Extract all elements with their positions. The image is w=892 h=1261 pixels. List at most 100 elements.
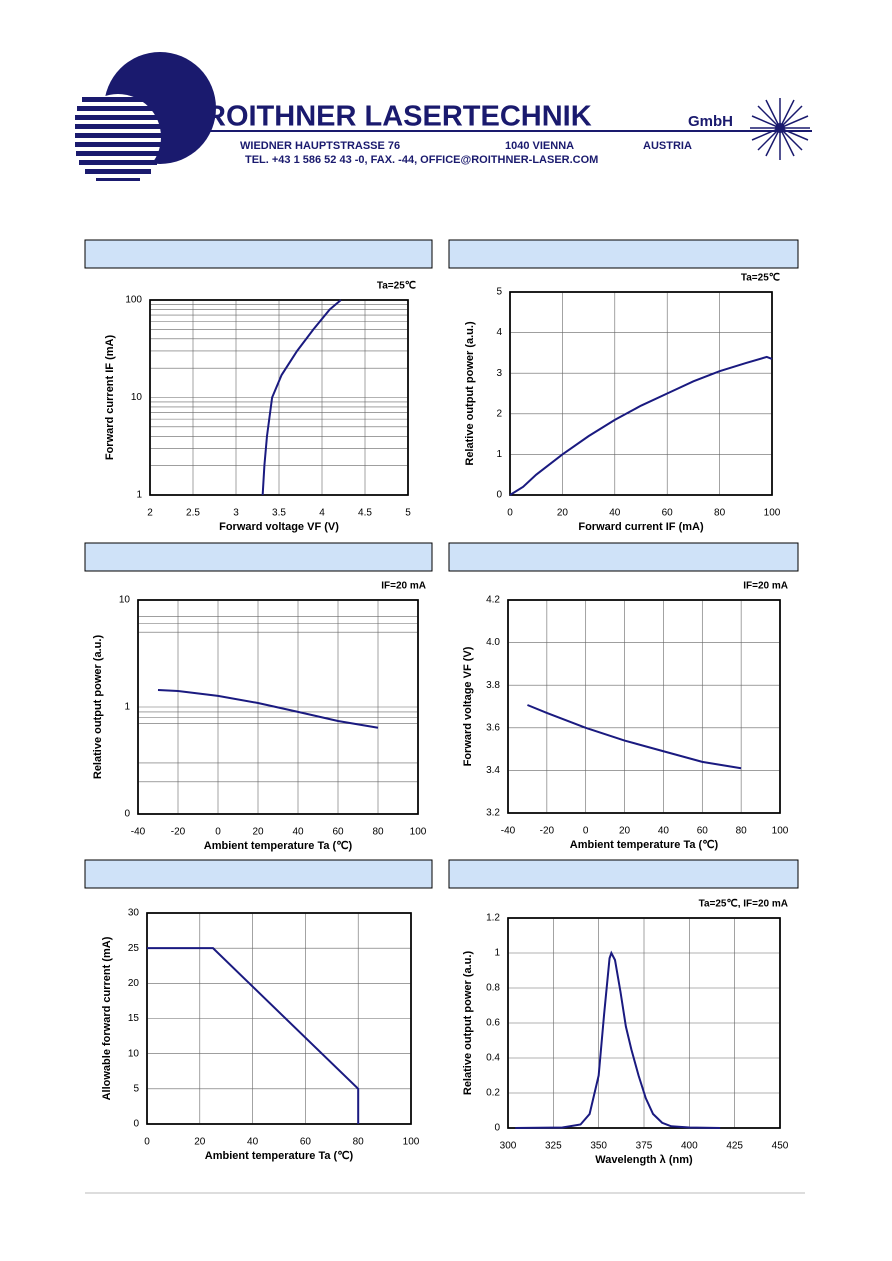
y-tick-label: 0 xyxy=(124,809,130,820)
annotation: Ta=25℃, IF=20 mA xyxy=(699,899,788,910)
x-tick-label: -40 xyxy=(501,826,516,837)
x-tick-label: 60 xyxy=(662,508,674,519)
company: ROITHNER LASERTECHNIK xyxy=(205,101,592,133)
y-tick-label: 100 xyxy=(125,295,142,306)
contact: TEL. +43 1 586 52 43 -0, FAX. -44, OFFIC… xyxy=(245,154,598,166)
x-tick-label: 20 xyxy=(194,1137,206,1148)
x-tick-label: 40 xyxy=(292,827,304,838)
x-tick-label: 60 xyxy=(332,827,344,838)
y-tick-label: 1 xyxy=(136,490,142,501)
x-tick-label: 100 xyxy=(772,826,789,837)
y-tick-label: 0 xyxy=(494,1123,500,1134)
plot-border xyxy=(137,599,419,815)
x-tick-label: -20 xyxy=(540,826,555,837)
x-tick-label: 40 xyxy=(247,1137,259,1148)
y-tick-label: 10 xyxy=(131,392,143,403)
y-tick-label: 4.2 xyxy=(486,595,500,606)
x-tick-label: 5 xyxy=(405,508,411,519)
x-tick-label: 0 xyxy=(215,827,221,838)
x-tick-label: 20 xyxy=(252,827,264,838)
x-tick-label: 80 xyxy=(714,508,726,519)
city: 1040 VIENNA xyxy=(505,140,574,152)
y-tick-label: 3.2 xyxy=(486,808,500,819)
y-axis-label: Forward voltage VF (V) xyxy=(462,646,474,766)
x-tick-label: 100 xyxy=(764,508,781,519)
y-tick-label: 0.8 xyxy=(486,983,500,994)
x-tick-label: 20 xyxy=(557,508,569,519)
x-tick-label: 2 xyxy=(147,508,153,519)
country: AUSTRIA xyxy=(643,140,692,152)
y-tick-label: 1 xyxy=(496,449,502,460)
plot-border xyxy=(146,912,412,1125)
x-tick-label: 350 xyxy=(590,1141,607,1152)
x-tick-label: 60 xyxy=(697,826,709,837)
y-tick-label: 30 xyxy=(128,908,140,919)
x-tick-label: -40 xyxy=(131,827,146,838)
y-tick-label: 25 xyxy=(128,943,140,954)
logo xyxy=(75,52,812,181)
plot-border xyxy=(509,291,773,496)
y-axis-label: Relative output power (a.u.) xyxy=(462,951,474,1096)
x-axis-label: Ambient temperature Ta (℃) xyxy=(570,839,719,851)
x-tick-label: 40 xyxy=(609,508,621,519)
x-axis-label: Forward current IF (mA) xyxy=(578,521,704,533)
y-tick-label: 5 xyxy=(496,287,502,298)
x-tick-label: 0 xyxy=(144,1137,150,1148)
y-tick-label: 0 xyxy=(496,490,502,501)
x-tick-label: 325 xyxy=(545,1141,562,1152)
data-line xyxy=(527,704,742,770)
x-tick-label: 40 xyxy=(658,826,670,837)
data-line xyxy=(147,947,360,1124)
x-tick-label: 3.5 xyxy=(272,508,286,519)
y-tick-label: 4 xyxy=(496,327,502,338)
plot-border xyxy=(507,917,781,1129)
x-tick-label: 3 xyxy=(233,508,239,519)
x-tick-label: 60 xyxy=(300,1137,312,1148)
y-tick-label: 3.6 xyxy=(486,722,500,733)
y-axis-label: Relative output power (a.u.) xyxy=(464,321,476,466)
x-tick-label: 0 xyxy=(583,826,589,837)
data-line xyxy=(261,299,342,496)
data-line xyxy=(509,355,773,496)
y-tick-label: 3.4 xyxy=(486,765,500,776)
x-axis-label: Ambient temperature Ta (℃) xyxy=(205,1150,354,1162)
street: WIEDNER HAUPTSTRASSE 76 xyxy=(240,140,400,152)
data-line xyxy=(157,689,379,729)
y-tick-label: 10 xyxy=(119,595,131,606)
data-line xyxy=(515,950,721,1129)
x-tick-label: 425 xyxy=(726,1141,743,1152)
y-tick-label: 0.6 xyxy=(486,1018,500,1029)
x-tick-label: 80 xyxy=(353,1137,365,1148)
y-axis-label: Relative output power (a.u.) xyxy=(92,635,104,780)
x-tick-label: 100 xyxy=(403,1137,420,1148)
y-tick-label: 4.0 xyxy=(486,637,500,648)
x-tick-label: 80 xyxy=(736,826,748,837)
x-tick-label: 100 xyxy=(410,827,427,838)
y-tick-label: 15 xyxy=(128,1013,140,1024)
y-tick-label: 3 xyxy=(496,368,502,379)
x-tick-label: 450 xyxy=(772,1141,789,1152)
plot-frame xyxy=(507,599,781,814)
y-tick-label: 0 xyxy=(133,1119,139,1130)
y-tick-label: 1 xyxy=(494,948,500,959)
plot-border xyxy=(149,299,409,496)
y-tick-label: 0.4 xyxy=(486,1053,500,1064)
x-tick-label: 0 xyxy=(507,508,513,519)
y-axis-label: Allowable forward current (mA) xyxy=(101,936,113,1100)
plot-border xyxy=(507,599,781,814)
company-suffix: GmbH xyxy=(688,113,733,130)
x-tick-label: 80 xyxy=(372,827,384,838)
y-tick-label: 3.8 xyxy=(486,680,500,691)
annotation: IF=20 mA xyxy=(381,581,426,592)
x-tick-label: 4.5 xyxy=(358,508,372,519)
y-tick-label: 5 xyxy=(133,1083,139,1094)
x-tick-label: 20 xyxy=(619,826,631,837)
x-axis-label: Forward voltage VF (V) xyxy=(219,521,339,533)
y-tick-label: 10 xyxy=(128,1048,140,1059)
annotation: Ta=25℃ xyxy=(741,273,780,284)
annotation: Ta=25℃ xyxy=(377,281,416,292)
y-tick-label: 1 xyxy=(124,702,130,713)
y-tick-label: 1.2 xyxy=(486,913,500,924)
y-axis-label: Forward current IF (mA) xyxy=(104,335,116,461)
